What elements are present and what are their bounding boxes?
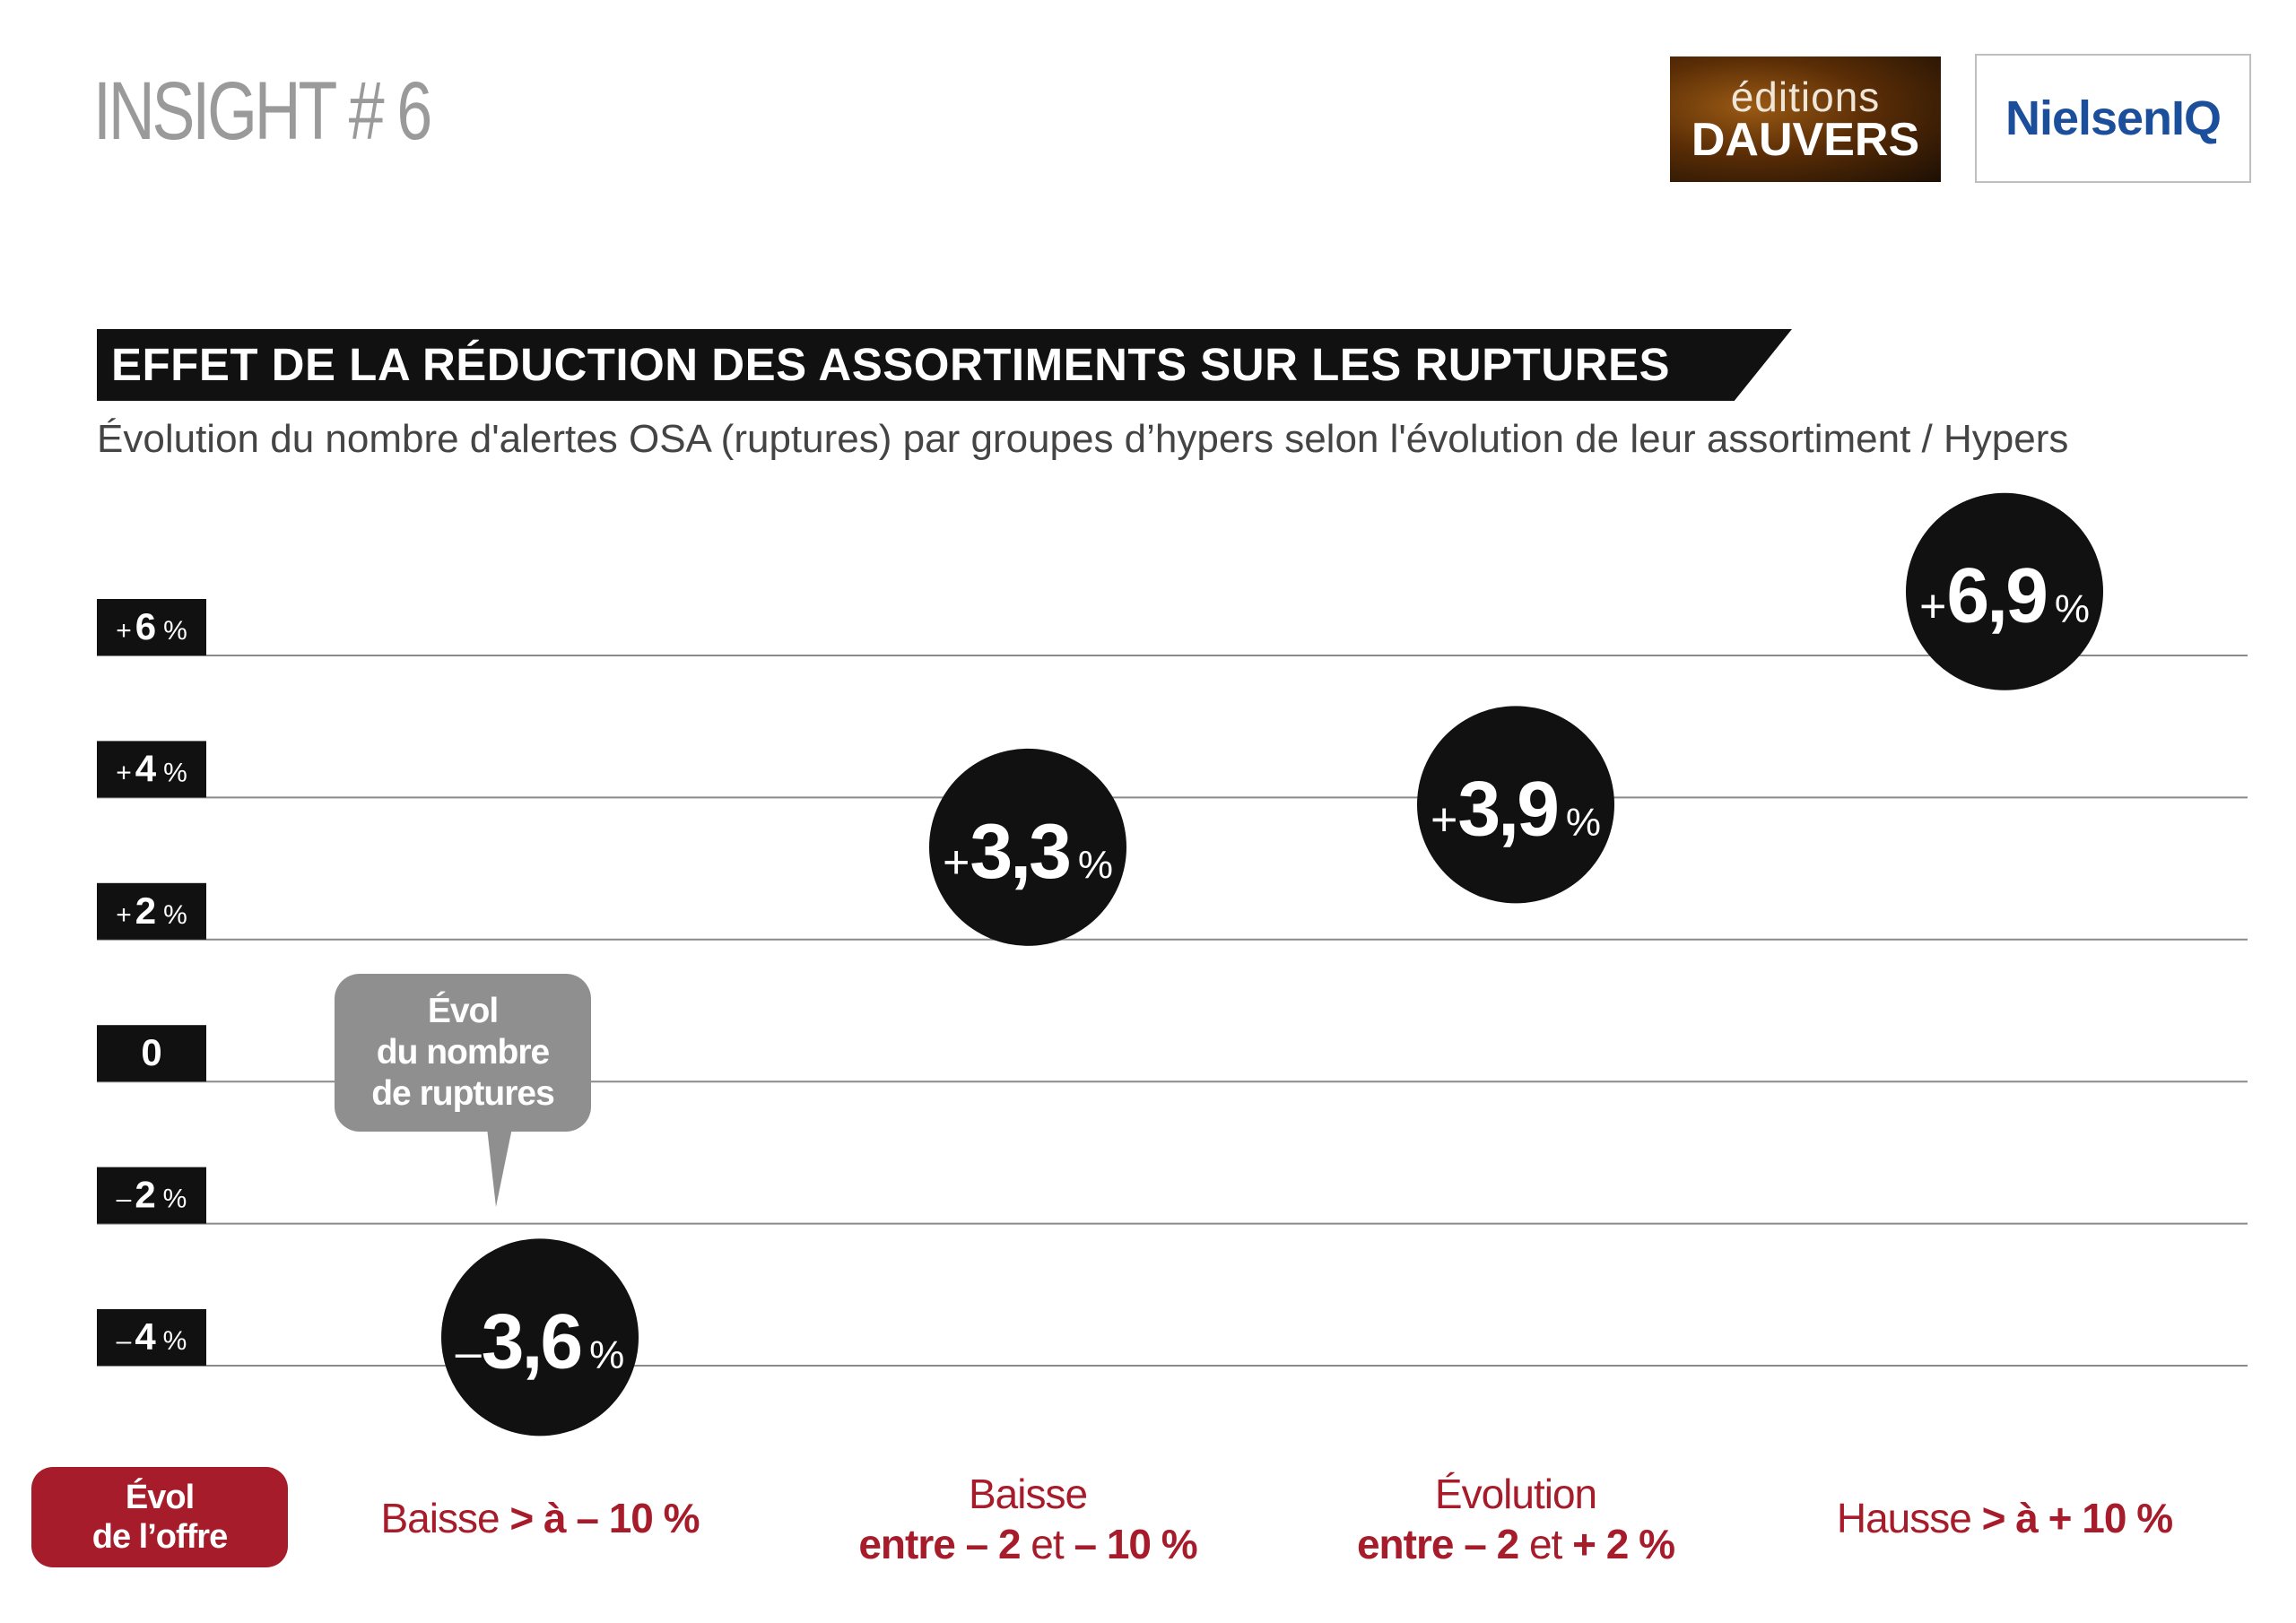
- chart-title: EFFET DE LA RÉDUCTION DES ASSORTIMENTS S…: [111, 339, 1670, 390]
- data-label-0: –3,6%: [456, 1298, 625, 1384]
- y-tick-label-4: –2%: [117, 1174, 187, 1216]
- category-label-2: Baisse entre – 2 et – 10 %: [858, 1471, 1197, 1567]
- y-tick-box-2: [97, 882, 206, 940]
- y-tick-label-3: 0: [141, 1031, 161, 1073]
- y-tick-box-4: [97, 1167, 206, 1224]
- badge-line1: Évol: [125, 1479, 195, 1516]
- category-label-4: Hausse > à + 10 %: [1836, 1495, 2173, 1541]
- category-label-3: Évolution entre – 2 et + 2 %: [1356, 1471, 1675, 1567]
- y-tick-box-1: [97, 741, 206, 798]
- tooltip-line3: de ruptures: [371, 1074, 555, 1113]
- y-tick-box-3: [97, 1025, 206, 1082]
- y-axis-label-tooltip: Évol du nombre de ruptures: [335, 974, 591, 1132]
- y-tick-label-5: –4%: [117, 1315, 187, 1358]
- data-bubble-1: [929, 748, 1126, 946]
- y-tick-box-5: [97, 1309, 206, 1366]
- data-label-2: +3,9%: [1431, 766, 1601, 852]
- chart-subtitle: Évolution du nombre d'alertes OSA (ruptu…: [97, 417, 2069, 461]
- badge-line2: de l’offre: [91, 1518, 228, 1556]
- y-tick-label-0: +6%: [116, 605, 187, 647]
- tooltip-line2: du nombre: [376, 1033, 550, 1072]
- editions-dauvers-logo: éditions DAUVERS: [1670, 56, 1941, 182]
- data-label-1: +3,3%: [943, 809, 1113, 895]
- y-tick-label-2: +2%: [116, 890, 187, 932]
- logo-dauvers-line1: éditions: [1730, 74, 1881, 120]
- data-bubble-2: [1417, 706, 1614, 904]
- y-tick-label-1: +4%: [116, 747, 187, 789]
- logo-dauvers-line2: DAUVERS: [1691, 114, 1920, 166]
- category-label-1: Baisse > à – 10 %: [380, 1495, 700, 1541]
- tooltip-pointer: [487, 1128, 512, 1207]
- data-label-3: +6,9%: [1919, 553, 2090, 639]
- data-bubble-3: [1906, 492, 2103, 690]
- nielseniq-logo: NielsenIQ: [1975, 54, 2251, 183]
- x-axis-label-badge: Évol de l’offre: [31, 1467, 288, 1567]
- y-axis-ticks: +6 % +4 % +2 % 0 –2 % –4%: [97, 599, 206, 1366]
- insight-label: INSIGHT # 6: [93, 65, 432, 157]
- data-bubble-0: [441, 1238, 639, 1436]
- title-bar: [97, 329, 1792, 401]
- y-tick-box-0: [97, 599, 206, 655]
- data-bubbles: –3,6 % +3,3 % +3,9 % +6,9%: [441, 492, 2103, 1436]
- tooltip-line1: Évol: [427, 992, 499, 1030]
